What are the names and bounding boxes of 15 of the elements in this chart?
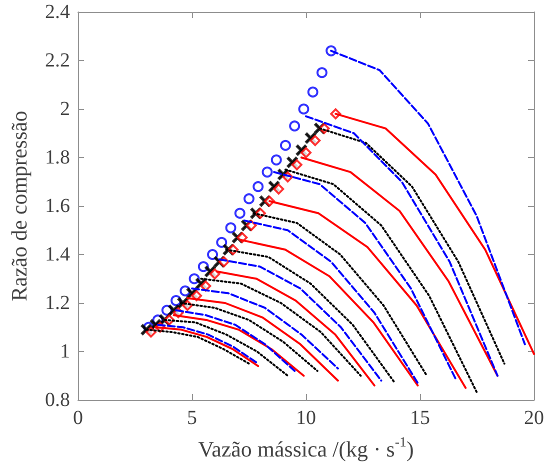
y-axis-title: Razão de compressão bbox=[6, 110, 32, 302]
x-tick-label: 0 bbox=[73, 407, 83, 429]
y-tick-label: 1 bbox=[60, 340, 70, 362]
y-tick-label: 2 bbox=[60, 98, 70, 120]
y-tick-label: 1.6 bbox=[45, 195, 70, 217]
y-tick-label: 0.8 bbox=[45, 389, 70, 411]
x-tick-label: 20 bbox=[524, 407, 544, 429]
x-tick-label: 15 bbox=[410, 407, 430, 429]
y-tick-label: 1.8 bbox=[45, 146, 70, 168]
y-tick-label: 2.4 bbox=[45, 1, 70, 23]
x-tick-label: 5 bbox=[187, 407, 197, 429]
y-tick-label: 1.2 bbox=[45, 292, 70, 314]
x-tick-label: 10 bbox=[296, 407, 316, 429]
y-tick-label: 1.4 bbox=[45, 244, 70, 266]
y-tick-label: 2.2 bbox=[45, 50, 70, 72]
